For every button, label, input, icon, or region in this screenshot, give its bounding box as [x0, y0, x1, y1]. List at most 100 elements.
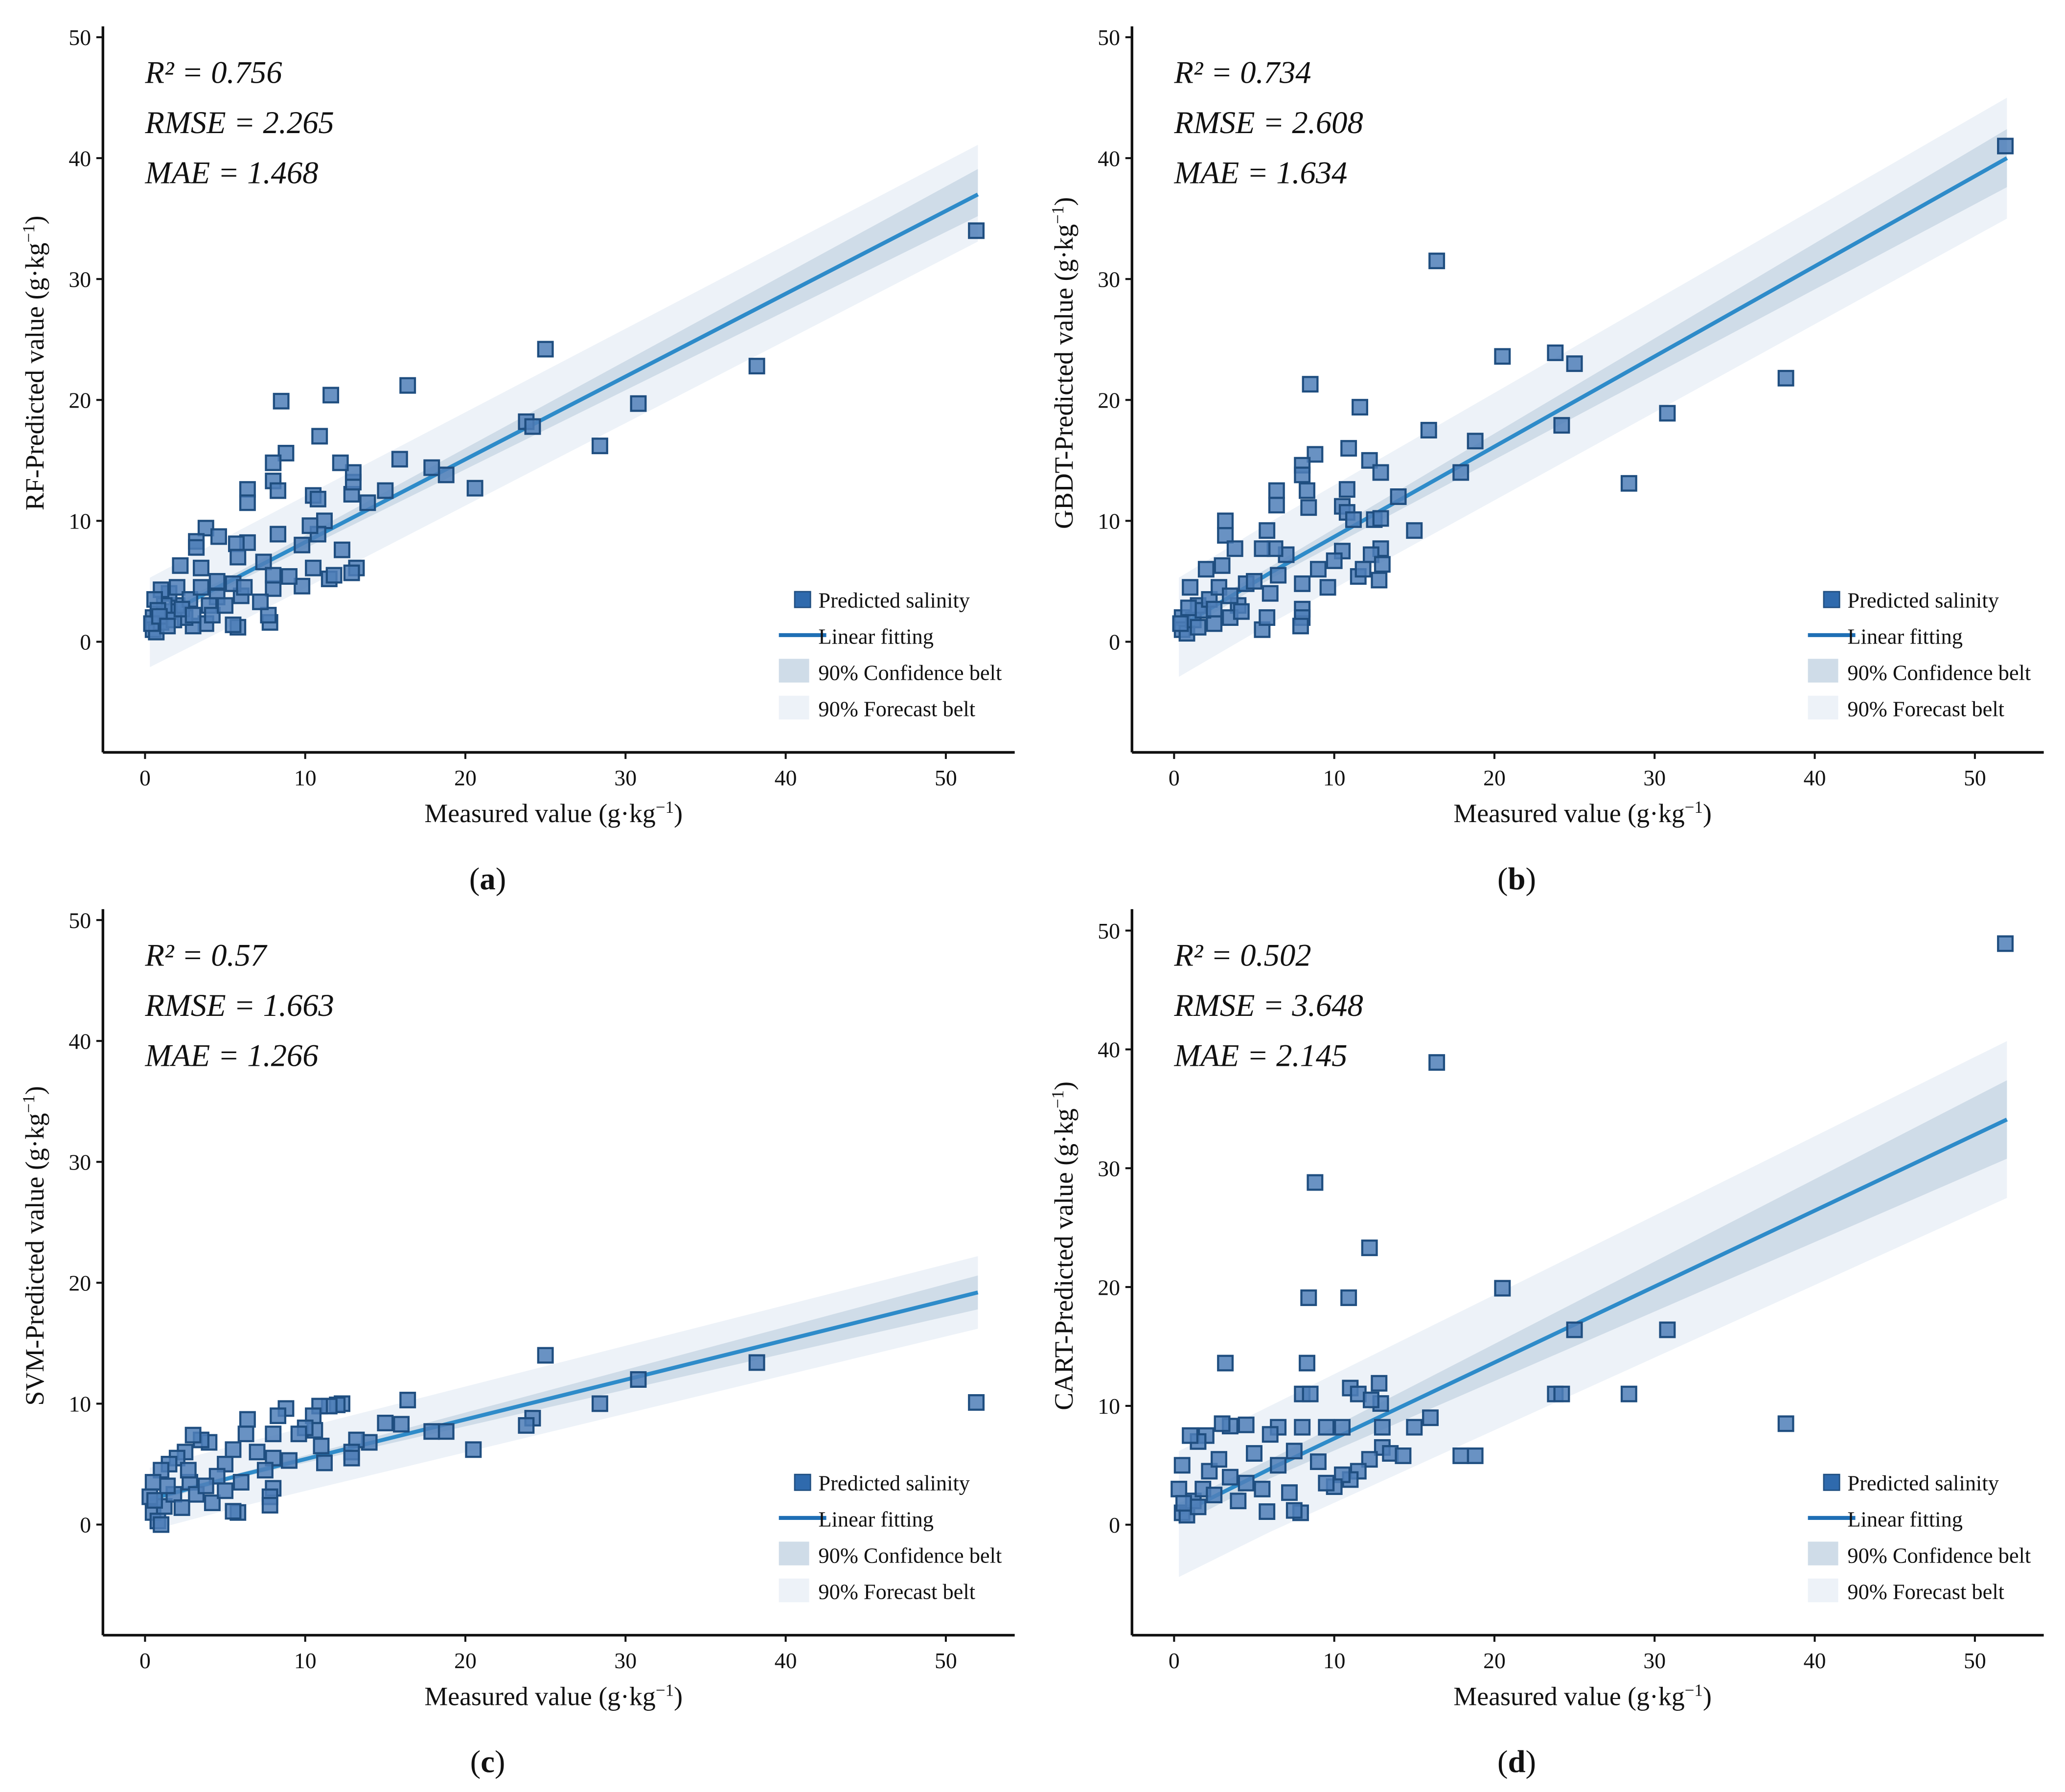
- data-point: [1299, 482, 1315, 499]
- y-tick-label: 50: [69, 908, 91, 933]
- y-tick-label: 10: [69, 509, 91, 534]
- data-point: [172, 557, 189, 574]
- stat-text: RMSE = 3.648: [1173, 988, 1363, 1023]
- x-tick-label: 30: [1643, 765, 1666, 790]
- x-tick-label: 50: [935, 1648, 957, 1673]
- caption-letter: a: [480, 861, 495, 896]
- data-point: [630, 395, 647, 412]
- data-point: [232, 1474, 250, 1491]
- data-point: [1259, 522, 1276, 539]
- stat-text: R² = 0.502: [1173, 938, 1311, 973]
- legend-square-icon: [1823, 591, 1840, 608]
- data-point: [1361, 1240, 1378, 1256]
- x-axis-label-text: Measured value (g·kg: [424, 799, 655, 828]
- data-point: [1294, 575, 1311, 592]
- y-axis-label-text-end: ): [20, 216, 49, 225]
- y-axis-label-text-end: ): [1049, 197, 1078, 206]
- data-point: [322, 387, 340, 404]
- data-point: [239, 1411, 256, 1428]
- data-point: [1354, 561, 1372, 578]
- data-point: [252, 593, 269, 610]
- data-point: [225, 1441, 242, 1458]
- data-point: [1217, 512, 1234, 529]
- x-tick-label: 0: [139, 1648, 151, 1673]
- y-tick-label: 20: [1098, 388, 1120, 413]
- data-point: [255, 553, 272, 571]
- data-point: [1197, 561, 1215, 578]
- data-point: [305, 559, 322, 576]
- x-axis-label-superscript: −1: [656, 798, 674, 817]
- legend-confidence-swatch: [1808, 659, 1838, 683]
- data-point: [1372, 510, 1389, 527]
- panel-d: 0 10 20 30 40 50 0 10 20 30 40 50 Measured value (g·…: [1048, 909, 2044, 1780]
- x-axis-label-text-end: ): [674, 1681, 683, 1711]
- data-point: [188, 539, 205, 556]
- data-point: [1371, 572, 1388, 589]
- data-point: [1494, 348, 1511, 365]
- legend: Predicted salinity Linear fitting 90% Conf…: [779, 588, 1002, 721]
- legend-item: Predicted salinity: [818, 1470, 970, 1495]
- x-tick-label: 10: [1323, 765, 1346, 790]
- data-point: [1211, 1451, 1227, 1468]
- data-point: [537, 1347, 554, 1364]
- y-tick-label: 10: [1098, 509, 1120, 534]
- data-point: [1452, 1447, 1469, 1464]
- data-point: [311, 428, 328, 445]
- caption-paren: ): [495, 1744, 505, 1780]
- data-point: [1428, 253, 1446, 270]
- data-point: [1292, 618, 1309, 635]
- data-point: [465, 1441, 482, 1458]
- legend-square-icon: [794, 591, 811, 608]
- data-point: [1338, 481, 1355, 498]
- caption-paren: (: [1497, 861, 1508, 897]
- data-point: [1299, 1355, 1315, 1372]
- data-point: [1395, 1447, 1412, 1464]
- data-point: [537, 341, 554, 358]
- data-point: [968, 1394, 985, 1411]
- caption-paren: (: [470, 1744, 481, 1780]
- y-axis-label-text: GBDT-Predicted value (g·kg: [1049, 224, 1078, 529]
- data-point: [236, 579, 253, 596]
- data-point: [1268, 482, 1285, 499]
- data-point: [1217, 1355, 1234, 1372]
- data-point: [334, 541, 350, 558]
- legend-square-icon: [1823, 1473, 1840, 1491]
- y-tick-label: 40: [69, 146, 91, 171]
- y-axis-label: SVM-Predicted value (g·kg−1): [19, 1086, 50, 1405]
- legend-item: Predicted salinity: [1847, 588, 1999, 612]
- data-point: [1553, 1385, 1570, 1402]
- data-point: [1214, 557, 1231, 574]
- data-point: [1340, 440, 1357, 457]
- y-tick-label: 30: [1098, 267, 1120, 292]
- y-tick-label: 0: [80, 630, 91, 655]
- data-point: [281, 1452, 298, 1469]
- y-tick-label: 20: [1098, 1275, 1120, 1300]
- data-point: [256, 1462, 274, 1479]
- y-axis-label-superscript: −1: [1048, 206, 1067, 224]
- data-point: [1238, 1416, 1255, 1433]
- data-point: [270, 526, 287, 543]
- data-point: [1268, 497, 1285, 514]
- data-point: [1390, 488, 1407, 505]
- data-point: [1362, 1391, 1379, 1408]
- data-point: [217, 597, 234, 614]
- legend-item: Linear fitting: [1847, 624, 1963, 648]
- data-point: [301, 517, 319, 534]
- stat-text: R² = 0.756: [145, 55, 282, 90]
- stat-text: RMSE = 1.663: [145, 988, 334, 1023]
- data-point: [1173, 1457, 1191, 1474]
- legend: Predicted salinity Linear fitting 90% Conf…: [1808, 1470, 2031, 1604]
- y-tick-label: 40: [69, 1029, 91, 1054]
- data-point: [193, 579, 209, 596]
- y-axis-label-superscript: −1: [1048, 1090, 1067, 1108]
- y-axis-label-superscript: −1: [19, 1095, 38, 1113]
- data-point: [1254, 1480, 1271, 1497]
- legend-item: 90% Forecast belt: [818, 1580, 975, 1604]
- data-point: [332, 454, 349, 471]
- stat-text: MAE = 2.145: [1173, 1037, 1347, 1073]
- data-point: [265, 1425, 282, 1443]
- legend-item: 90% Confidence belt: [818, 1543, 1002, 1567]
- data-point: [1422, 1409, 1439, 1426]
- data-point: [423, 1423, 440, 1440]
- data-point: [229, 549, 247, 566]
